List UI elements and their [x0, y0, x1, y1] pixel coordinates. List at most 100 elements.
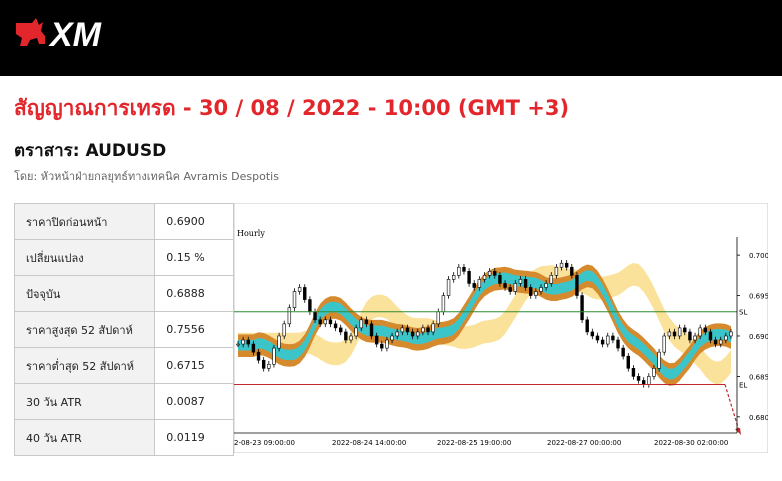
- candle-body: [554, 266, 559, 276]
- candle-body: [241, 339, 245, 345]
- stat-label: ราคาปิดก่อนหน้า: [13, 203, 156, 240]
- candle-body: [529, 287, 533, 296]
- candle-body: [652, 368, 656, 377]
- stat-value: 0.6900: [154, 203, 234, 240]
- stat-label: ปัจจุบัน: [13, 275, 156, 312]
- candle-body: [559, 262, 564, 268]
- candle-body: [451, 275, 456, 280]
- candle-body: [487, 270, 492, 276]
- candle-body: [349, 335, 353, 341]
- candle-body: [256, 351, 261, 361]
- candle-body: [318, 319, 322, 325]
- stat-value: 0.15 %: [154, 239, 234, 276]
- stats-table: ราคาปิดก่อนหน้า 0.6900 เปลี่ยนแปลง 0.15 % …: [13, 203, 234, 456]
- envelope-inner-band: [238, 270, 731, 380]
- candle-body: [534, 291, 538, 296]
- candle-body: [493, 270, 497, 276]
- candle-body: [261, 359, 266, 369]
- candle-body: [369, 323, 374, 337]
- candle-body: [606, 335, 610, 345]
- xm-logo[interactable]: XM: [12, 14, 132, 54]
- logo-text: XM: [48, 16, 102, 54]
- stat-label: ราคาต่ำสุด 52 สัปดาห์: [13, 347, 156, 384]
- projection-arrow-icon: [735, 428, 741, 435]
- candle-body: [575, 275, 579, 296]
- instrument-label: ตราสาร: AUDUSD: [14, 141, 167, 161]
- candle-body: [518, 279, 523, 284]
- x-tick-label: 2022-08-24 14:00:00: [332, 439, 406, 447]
- candle-body: [467, 270, 471, 284]
- candle-body: [282, 323, 286, 337]
- candle-body: [251, 343, 256, 353]
- candle-body: [662, 335, 666, 353]
- candle-body: [354, 327, 358, 337]
- candle-body: [303, 287, 307, 300]
- stat-value: 0.7556: [154, 311, 234, 348]
- candle-body: [364, 319, 369, 325]
- candle-body: [719, 339, 723, 345]
- candle-body: [277, 335, 281, 349]
- stat-label: 40 วัน ATR: [13, 419, 156, 456]
- candle-body: [729, 331, 733, 337]
- candle-body: [462, 266, 466, 272]
- candle-body: [472, 283, 476, 288]
- table-row: ราคาสูงสุด 52 สัปดาห์ 0.7556: [13, 311, 234, 348]
- candle-body: [339, 327, 343, 333]
- bull-icon: [16, 18, 45, 46]
- candle-body: [590, 331, 595, 337]
- candle-body: [436, 311, 440, 325]
- candle-body: [323, 319, 328, 325]
- candle-body: [636, 376, 641, 381]
- y-tick-label: 0.6900: [749, 333, 768, 341]
- candle-body: [328, 319, 333, 325]
- candle-body: [703, 327, 708, 333]
- candle-body: [667, 331, 672, 337]
- stat-value: 0.6715: [154, 347, 234, 384]
- candle-body: [477, 279, 482, 288]
- chart-title: Hourly: [237, 229, 265, 238]
- candle-body: [503, 283, 507, 288]
- candle-body: [426, 327, 430, 333]
- candle-body: [631, 368, 636, 377]
- table-row: เปลี่ยนแปลง 0.15 %: [13, 239, 234, 276]
- y-tick-label: 0.6800: [749, 414, 768, 422]
- candle-body: [564, 262, 569, 268]
- candle-body: [313, 311, 317, 321]
- candle-body: [585, 319, 589, 333]
- candle-body: [621, 347, 625, 357]
- candle-body: [297, 287, 302, 292]
- candle-body: [626, 355, 630, 369]
- sl-label: SL: [739, 309, 747, 317]
- candle-body: [292, 291, 297, 308]
- candle-body: [457, 266, 461, 276]
- candle-body: [441, 295, 446, 313]
- candle-body: [657, 351, 661, 369]
- candle-body: [539, 287, 543, 292]
- stat-value: 0.0119: [154, 419, 234, 456]
- candle-body: [713, 339, 718, 345]
- candle-body: [683, 327, 687, 333]
- candle-body: [405, 327, 410, 333]
- candle-body: [374, 335, 379, 345]
- table-row: 30 วัน ATR 0.0087: [13, 383, 234, 420]
- candle-body: [647, 376, 651, 385]
- candle-body: [359, 319, 363, 329]
- candle-body: [416, 331, 420, 337]
- candle-body: [390, 335, 394, 341]
- candle-body: [641, 380, 646, 385]
- candle-body: [385, 339, 389, 349]
- x-tick-label: 2022-08-27 00:00:00: [547, 439, 621, 447]
- candle-body: [395, 331, 399, 337]
- candle-body: [693, 335, 697, 341]
- envelope-bands: [238, 262, 731, 386]
- candle-body: [549, 275, 553, 284]
- candle-body: [523, 279, 528, 288]
- candle-body: [580, 295, 584, 321]
- candle-body: [688, 331, 692, 341]
- x-tick-label: 2-08-23 09:00:00: [234, 439, 295, 447]
- candle-body: [698, 327, 702, 337]
- candle-body: [446, 279, 451, 296]
